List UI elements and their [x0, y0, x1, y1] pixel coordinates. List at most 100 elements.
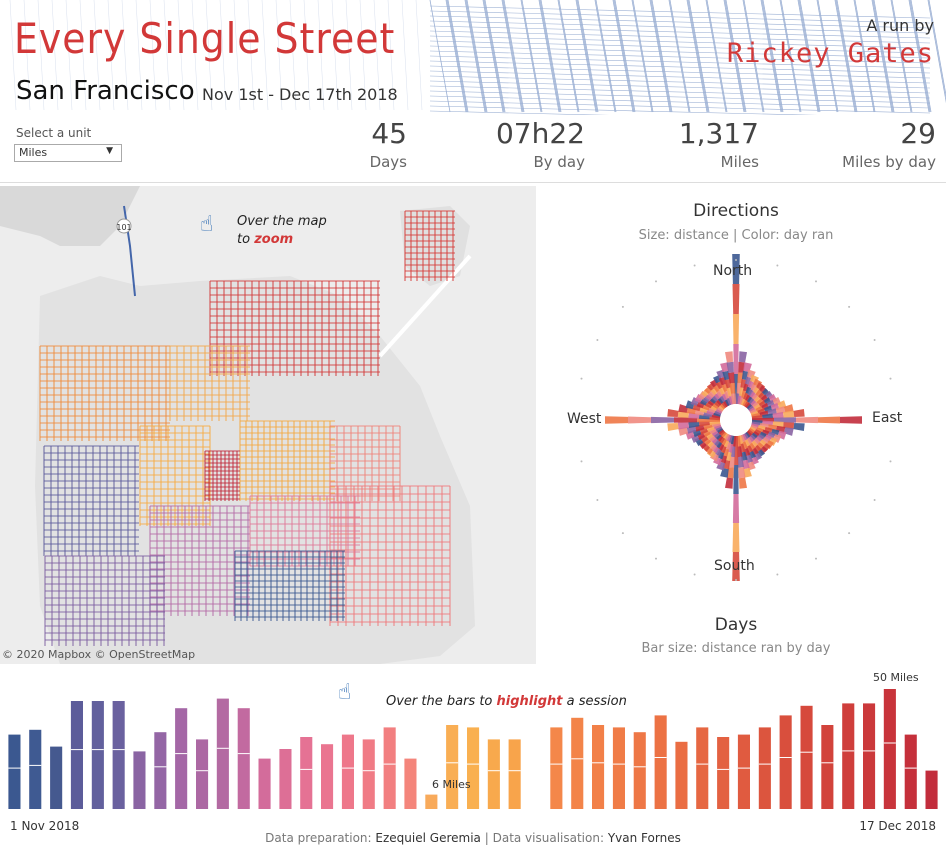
day-bar[interactable]	[258, 758, 271, 809]
direction-wedge[interactable]	[678, 404, 688, 413]
direction-wedge[interactable]	[732, 494, 740, 523]
direction-wedge[interactable]	[725, 351, 733, 363]
day-bar[interactable]	[821, 725, 834, 809]
direction-wedge[interactable]	[739, 351, 747, 363]
map-canvas[interactable]: 101	[0, 186, 536, 664]
direction-wedge[interactable]	[725, 477, 733, 489]
direction-wedge[interactable]	[756, 434, 765, 442]
day-bar[interactable]	[487, 739, 500, 809]
day-bar[interactable]	[50, 746, 63, 809]
direction-wedge[interactable]	[720, 362, 729, 372]
direction-wedge[interactable]	[709, 396, 718, 404]
direction-wedge[interactable]	[712, 438, 720, 447]
direction-wedge[interactable]	[738, 467, 746, 479]
direction-wedge[interactable]	[677, 422, 689, 430]
day-bar[interactable]	[863, 703, 876, 809]
day-bar[interactable]	[592, 725, 605, 809]
direction-wedge[interactable]	[720, 468, 729, 478]
day-bar[interactable]	[8, 734, 21, 809]
direction-wedge[interactable]	[667, 409, 679, 417]
day-bar[interactable]	[341, 734, 354, 809]
direction-wedge[interactable]	[748, 398, 756, 406]
day-bar[interactable]	[925, 770, 938, 809]
direction-wedge[interactable]	[707, 398, 716, 406]
direction-wedge[interactable]	[732, 254, 740, 284]
direction-wedge[interactable]	[726, 361, 734, 373]
day-bar[interactable]	[133, 751, 146, 809]
day-bar[interactable]	[675, 741, 688, 809]
day-bar[interactable]	[633, 732, 646, 809]
day-bar[interactable]	[29, 729, 42, 809]
unit-dropdown[interactable]: Miles ▼	[14, 144, 122, 162]
day-bar[interactable]	[758, 727, 771, 809]
direction-wedge[interactable]	[733, 465, 739, 494]
day-bar[interactable]	[196, 739, 209, 809]
day-bar[interactable]	[508, 739, 521, 809]
direction-wedge[interactable]	[714, 440, 722, 449]
day-bar[interactable]	[446, 725, 459, 809]
direction-wedge[interactable]	[752, 393, 760, 402]
direction-wedge[interactable]	[688, 421, 700, 428]
direction-wedge[interactable]	[678, 427, 688, 436]
day-bar[interactable]	[696, 727, 709, 809]
direction-wedge[interactable]	[732, 552, 740, 581]
direction-wedge[interactable]	[796, 416, 818, 424]
credit-vis-name[interactable]: Yvan Fornes	[607, 831, 681, 845]
direction-wedge[interactable]	[732, 284, 740, 314]
day-bar[interactable]	[154, 732, 167, 809]
direction-wedge[interactable]	[716, 434, 724, 442]
credit-prep-name[interactable]: Ezequiel Geremia	[375, 831, 481, 845]
day-bar[interactable]	[550, 727, 563, 809]
day-bar[interactable]	[216, 698, 229, 809]
day-bar[interactable]	[800, 705, 813, 809]
direction-wedge[interactable]	[737, 456, 744, 468]
day-bar[interactable]	[571, 717, 584, 809]
directions-rose-chart[interactable]	[566, 250, 906, 590]
direction-wedge[interactable]	[750, 432, 758, 440]
direction-wedge[interactable]	[732, 314, 740, 344]
day-bar[interactable]	[383, 727, 396, 809]
direction-wedge[interactable]	[628, 416, 651, 424]
day-bar[interactable]	[362, 739, 375, 809]
direction-wedge[interactable]	[793, 409, 805, 417]
direction-wedge[interactable]	[750, 391, 758, 400]
day-bar[interactable]	[112, 701, 125, 809]
direction-wedge[interactable]	[605, 416, 628, 424]
day-bar[interactable]	[321, 744, 334, 809]
day-bar[interactable]	[175, 708, 188, 809]
direction-wedge[interactable]	[840, 416, 862, 424]
direction-wedge[interactable]	[754, 436, 763, 444]
day-bar[interactable]	[737, 734, 750, 809]
direction-wedge[interactable]	[729, 382, 736, 394]
day-bar[interactable]	[279, 749, 292, 809]
direction-wedge[interactable]	[772, 412, 784, 419]
day-bar[interactable]	[404, 758, 417, 809]
day-bar[interactable]	[425, 794, 438, 809]
day-bar[interactable]	[842, 703, 855, 809]
day-bar[interactable]	[883, 689, 896, 809]
map-attribution[interactable]: © 2020 Mapbox © OpenStreetMap	[2, 648, 196, 661]
day-bar[interactable]	[91, 701, 104, 809]
day-bar[interactable]	[612, 727, 625, 809]
day-bar[interactable]	[237, 708, 250, 809]
direction-wedge[interactable]	[667, 423, 679, 431]
direction-wedge[interactable]	[784, 427, 794, 436]
days-bar-chart[interactable]	[0, 668, 946, 813]
day-bar[interactable]	[654, 715, 667, 809]
day-bar[interactable]	[300, 737, 313, 809]
day-bar[interactable]	[779, 715, 792, 809]
day-bar[interactable]	[467, 727, 480, 809]
direction-wedge[interactable]	[732, 523, 740, 552]
direction-wedge[interactable]	[818, 416, 840, 424]
direction-wedge[interactable]	[733, 344, 739, 374]
day-bar[interactable]	[717, 737, 730, 809]
street-map[interactable]: 101	[0, 186, 536, 664]
direction-wedge[interactable]	[793, 423, 805, 431]
direction-wedge[interactable]	[774, 417, 796, 423]
direction-wedge[interactable]	[743, 468, 752, 478]
direction-wedge[interactable]	[730, 393, 737, 405]
direction-wedge[interactable]	[739, 477, 747, 489]
day-bar[interactable]	[904, 734, 917, 809]
direction-wedge[interactable]	[743, 362, 752, 372]
direction-wedge[interactable]	[651, 416, 674, 424]
